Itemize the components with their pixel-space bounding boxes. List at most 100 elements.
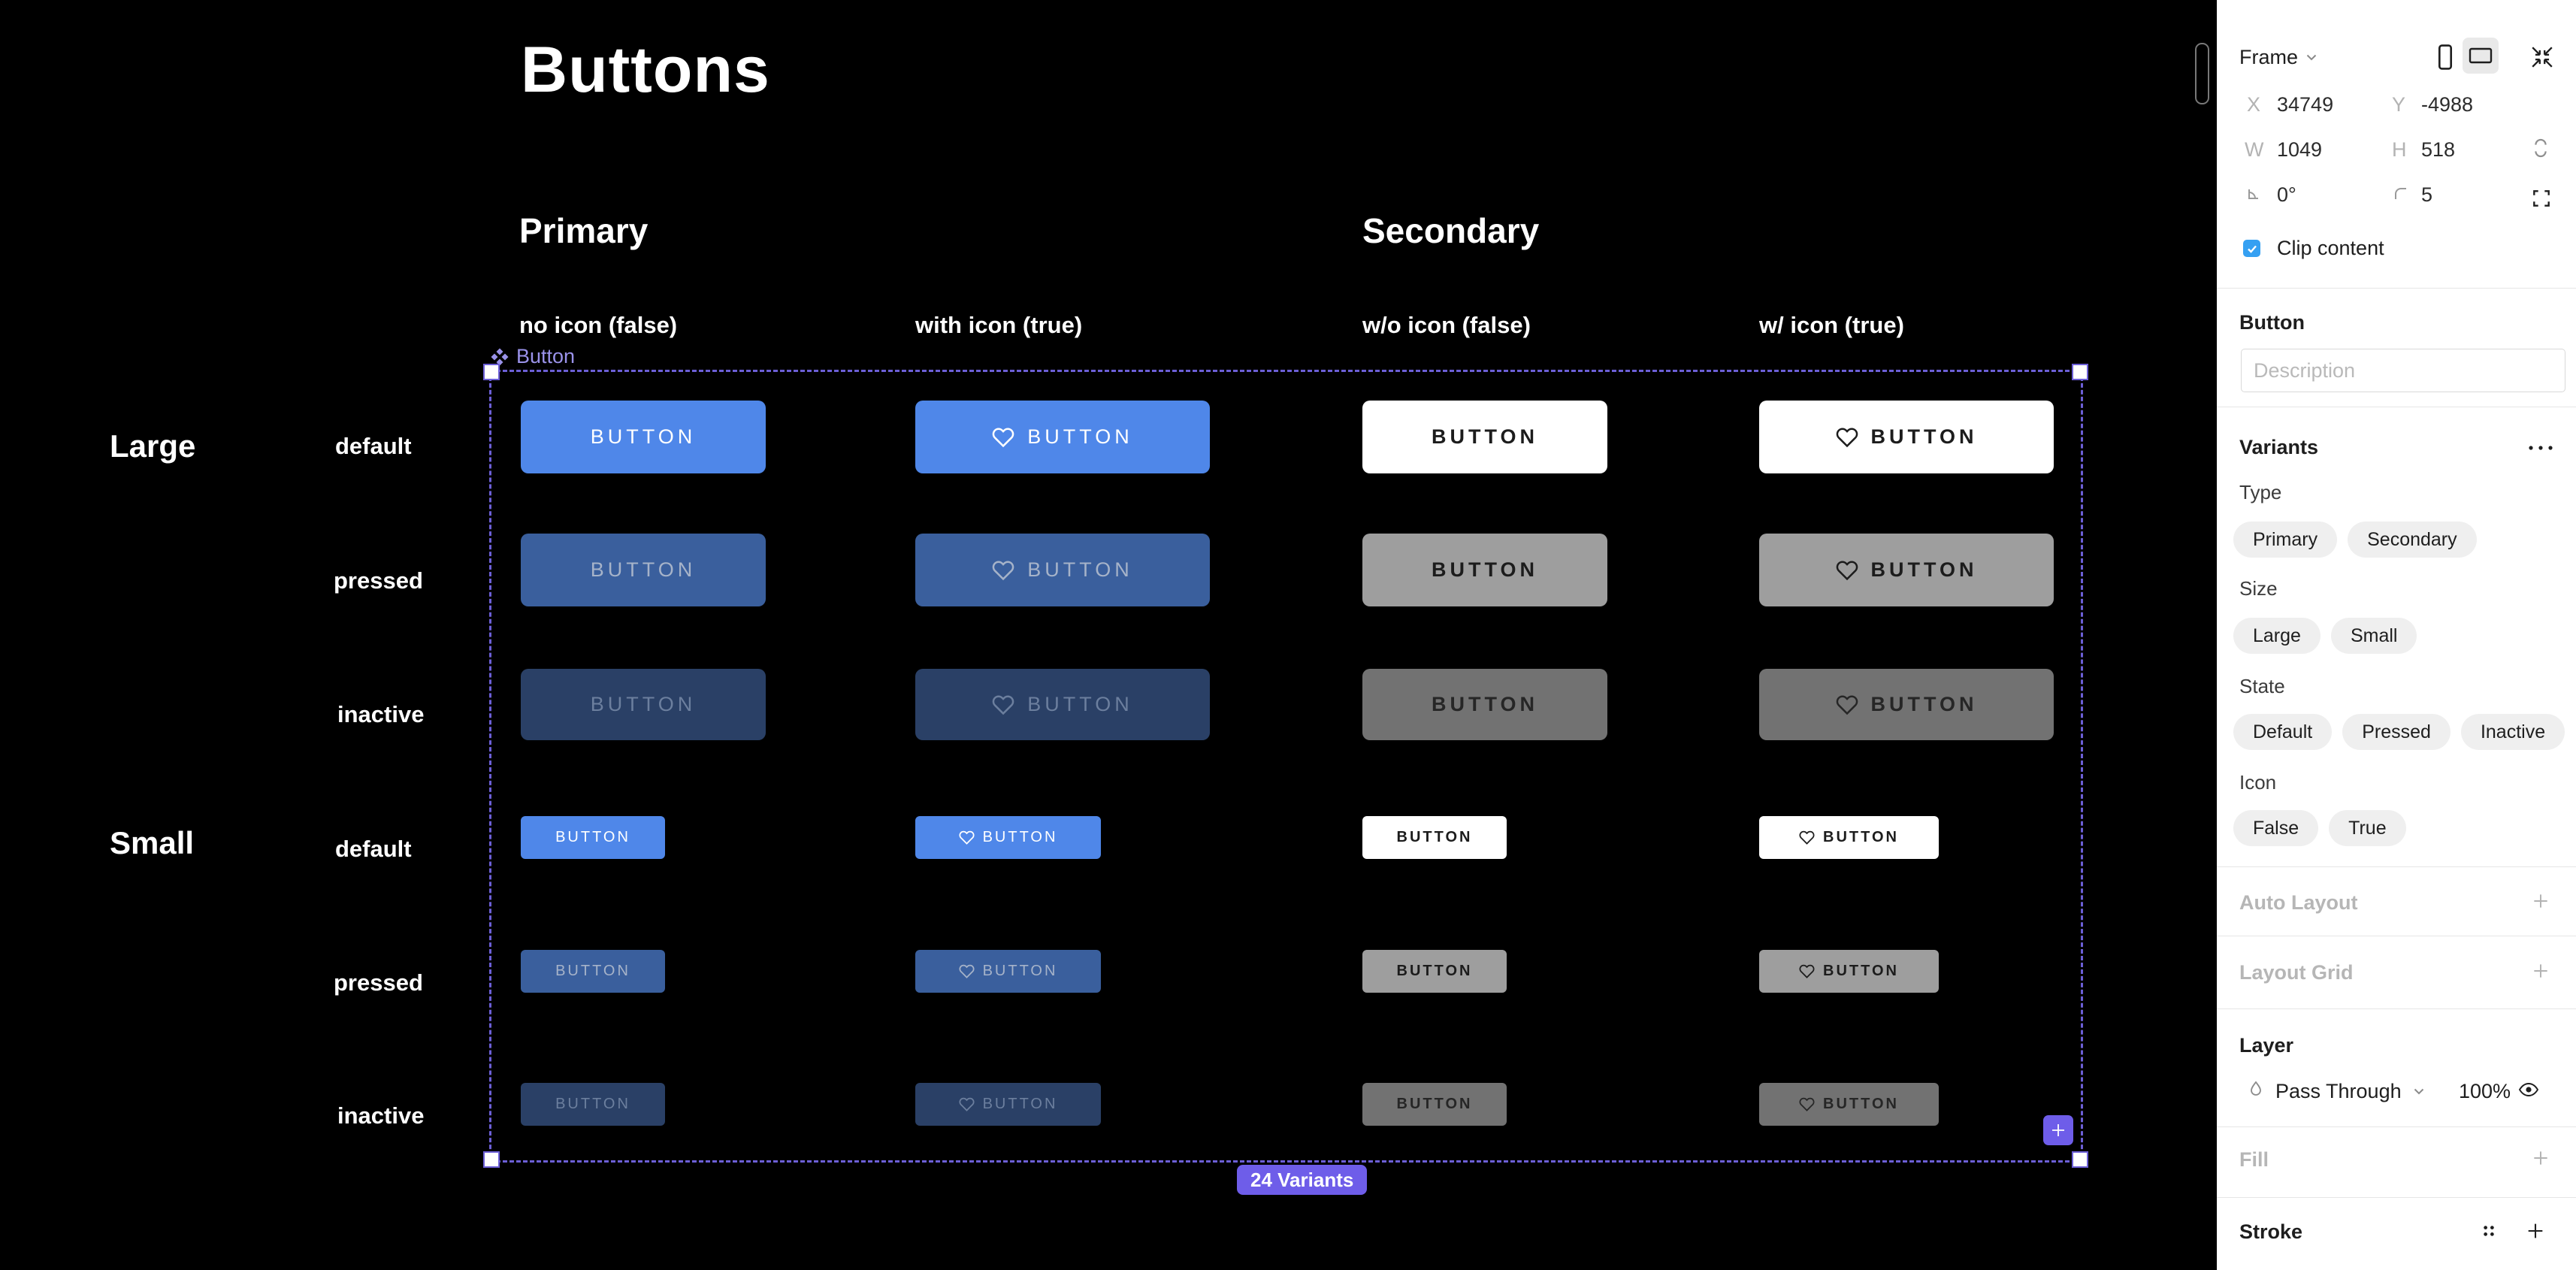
variant-chip[interactable]: Pressed xyxy=(2342,714,2451,750)
row-header-small: Small xyxy=(110,825,195,860)
heart-icon xyxy=(959,830,975,845)
independent-corners-icon[interactable] xyxy=(2531,188,2552,209)
variant-chip[interactable]: Inactive xyxy=(2460,714,2565,750)
y-field-value[interactable]: -4988 xyxy=(2421,93,2474,116)
variant-chip[interactable]: Primary xyxy=(2233,522,2338,558)
variant-button-primary-small-default[interactable]: BUTTON xyxy=(521,816,665,859)
canvas-scrollbar[interactable] xyxy=(2195,43,2209,104)
variant-button-secondary-small-inactive-icon[interactable]: BUTTON xyxy=(1759,1083,1939,1126)
prop-group-options: Default Pressed Inactive xyxy=(2233,714,2565,750)
heart-icon xyxy=(1836,695,1858,715)
variant-button-secondary-large-pressed-icon[interactable]: BUTTON xyxy=(1759,534,2054,606)
selection-handle[interactable] xyxy=(483,364,500,380)
add-auto-layout-icon[interactable] xyxy=(2531,891,2550,911)
variants-menu-icon[interactable] xyxy=(2528,445,2553,451)
variant-button-label: BUTTON xyxy=(1823,1096,1899,1112)
variant-button-primary-large-default[interactable]: BUTTON xyxy=(521,401,766,473)
constrain-proportions-icon[interactable] xyxy=(2532,135,2549,161)
row-header-state: default xyxy=(335,836,412,862)
h-field-value[interactable]: 518 xyxy=(2421,138,2456,161)
blend-mode-value: Pass Through xyxy=(2275,1080,2402,1102)
w-field-value[interactable]: 1049 xyxy=(2277,138,2323,161)
variant-button-primary-small-inactive-icon[interactable]: BUTTON xyxy=(915,1083,1101,1126)
layer-section-title: Layer xyxy=(2239,1034,2294,1057)
x-field-value[interactable]: 34749 xyxy=(2277,93,2334,116)
variant-button-primary-small-pressed[interactable]: BUTTON xyxy=(521,950,665,993)
desktop-view-button[interactable] xyxy=(2463,38,2499,74)
add-variant-button[interactable] xyxy=(2043,1115,2073,1145)
variant-button-primary-small-pressed-icon[interactable]: BUTTON xyxy=(915,950,1101,993)
variant-button-secondary-small-default[interactable]: BUTTON xyxy=(1362,816,1507,859)
variant-chip[interactable]: Secondary xyxy=(2348,522,2477,558)
variant-button-secondary-small-inactive[interactable]: BUTTON xyxy=(1362,1083,1507,1126)
variant-button-secondary-large-inactive-icon[interactable]: BUTTON xyxy=(1759,669,2054,740)
variant-button-label: BUTTON xyxy=(1027,558,1133,581)
variants-section-title: Variants xyxy=(2239,436,2319,458)
row-header-state: default xyxy=(335,433,412,459)
heart-icon xyxy=(1799,1097,1815,1111)
variant-chip[interactable]: False xyxy=(2233,810,2319,846)
variant-chip[interactable]: Small xyxy=(2330,618,2417,654)
column-header: w/ icon (true) xyxy=(1759,312,1904,338)
chevron-down-icon xyxy=(2414,1088,2423,1095)
variant-button-label: BUTTON xyxy=(1823,963,1899,979)
variant-button-secondary-large-pressed[interactable]: BUTTON xyxy=(1362,534,1607,606)
rotation-value[interactable]: 0° xyxy=(2277,183,2296,206)
visibility-eye-icon[interactable] xyxy=(2517,1081,2540,1099)
variant-button-label: BUTTON xyxy=(1870,558,1978,581)
variant-button-secondary-small-pressed-icon[interactable]: BUTTON xyxy=(1759,950,1939,993)
stroke-styles-icon[interactable] xyxy=(2481,1223,2496,1238)
blend-mode-dropdown[interactable]: Pass Through xyxy=(2275,1080,2424,1103)
add-stroke-icon[interactable] xyxy=(2525,1220,2546,1241)
prop-group-options: Large Small xyxy=(2233,618,2417,654)
variant-button-label: BUTTON xyxy=(982,963,1058,979)
variant-button-label: BUTTON xyxy=(1823,829,1899,845)
clip-content-row[interactable]: Clip content xyxy=(2243,237,2384,260)
selection-handle[interactable] xyxy=(483,1151,500,1168)
variant-button-secondary-large-inactive[interactable]: BUTTON xyxy=(1362,669,1607,740)
stroke-section-title: Stroke xyxy=(2239,1220,2303,1243)
heart-icon xyxy=(1799,964,1815,978)
variant-button-label: BUTTON xyxy=(1396,829,1473,845)
prop-group-label: Type xyxy=(2239,481,2282,503)
component-set-tag[interactable]: Button xyxy=(490,345,575,368)
element-type-dropdown[interactable]: Frame xyxy=(2239,46,2317,69)
selection-handle[interactable] xyxy=(2072,364,2088,380)
variant-button-label: BUTTON xyxy=(590,425,697,448)
check-icon xyxy=(2247,245,2257,253)
plus-icon xyxy=(2052,1124,2064,1136)
variant-button-primary-large-inactive-icon[interactable]: BUTTON xyxy=(915,669,1210,740)
variant-chip[interactable]: Default xyxy=(2233,714,2333,750)
element-type-label: Frame xyxy=(2239,46,2299,68)
component-set-label: Button xyxy=(516,345,576,367)
add-layout-grid-icon[interactable] xyxy=(2531,961,2550,981)
properties-panel: Frame X 34749 Y -4988 W 1049 H 518 xyxy=(2217,0,2576,1270)
variant-button-primary-large-inactive[interactable]: BUTTON xyxy=(521,669,766,740)
variants-count-badge[interactable]: 24 Variants xyxy=(1237,1165,1368,1195)
variant-button-primary-large-pressed[interactable]: BUTTON xyxy=(521,534,766,606)
variant-button-secondary-large-default-icon[interactable]: BUTTON xyxy=(1759,401,2054,473)
selection-handle[interactable] xyxy=(2072,1151,2088,1168)
variant-button-primary-large-default-icon[interactable]: BUTTON xyxy=(915,401,1210,473)
variant-button-primary-large-pressed-icon[interactable]: BUTTON xyxy=(915,534,1210,606)
variant-button-secondary-small-pressed[interactable]: BUTTON xyxy=(1362,950,1507,993)
variant-button-secondary-large-default[interactable]: BUTTON xyxy=(1362,401,1607,473)
variant-button-primary-small-default-icon[interactable]: BUTTON xyxy=(915,816,1101,859)
variant-button-secondary-small-default-icon[interactable]: BUTTON xyxy=(1759,816,1939,859)
phone-view-icon[interactable] xyxy=(2437,44,2454,71)
description-input[interactable] xyxy=(2241,349,2565,392)
prop-group-options: Primary Secondary xyxy=(2233,522,2477,558)
variant-button-label: BUTTON xyxy=(1396,1096,1473,1112)
corner-radius-value[interactable]: 5 xyxy=(2421,183,2433,206)
variant-chip[interactable]: Large xyxy=(2233,618,2321,654)
y-field-label: Y xyxy=(2392,93,2406,116)
variant-button-primary-small-inactive[interactable]: BUTTON xyxy=(521,1083,665,1126)
add-fill-icon[interactable] xyxy=(2531,1148,2550,1168)
page-title: Buttons xyxy=(521,34,770,106)
clip-content-label: Clip content xyxy=(2277,237,2384,259)
variant-chip[interactable]: True xyxy=(2329,810,2406,846)
prop-group-label: Size xyxy=(2239,577,2278,600)
collapse-icon[interactable] xyxy=(2530,45,2554,69)
clip-content-checkbox[interactable] xyxy=(2243,240,2260,257)
opacity-value[interactable]: 100% xyxy=(2459,1080,2511,1102)
